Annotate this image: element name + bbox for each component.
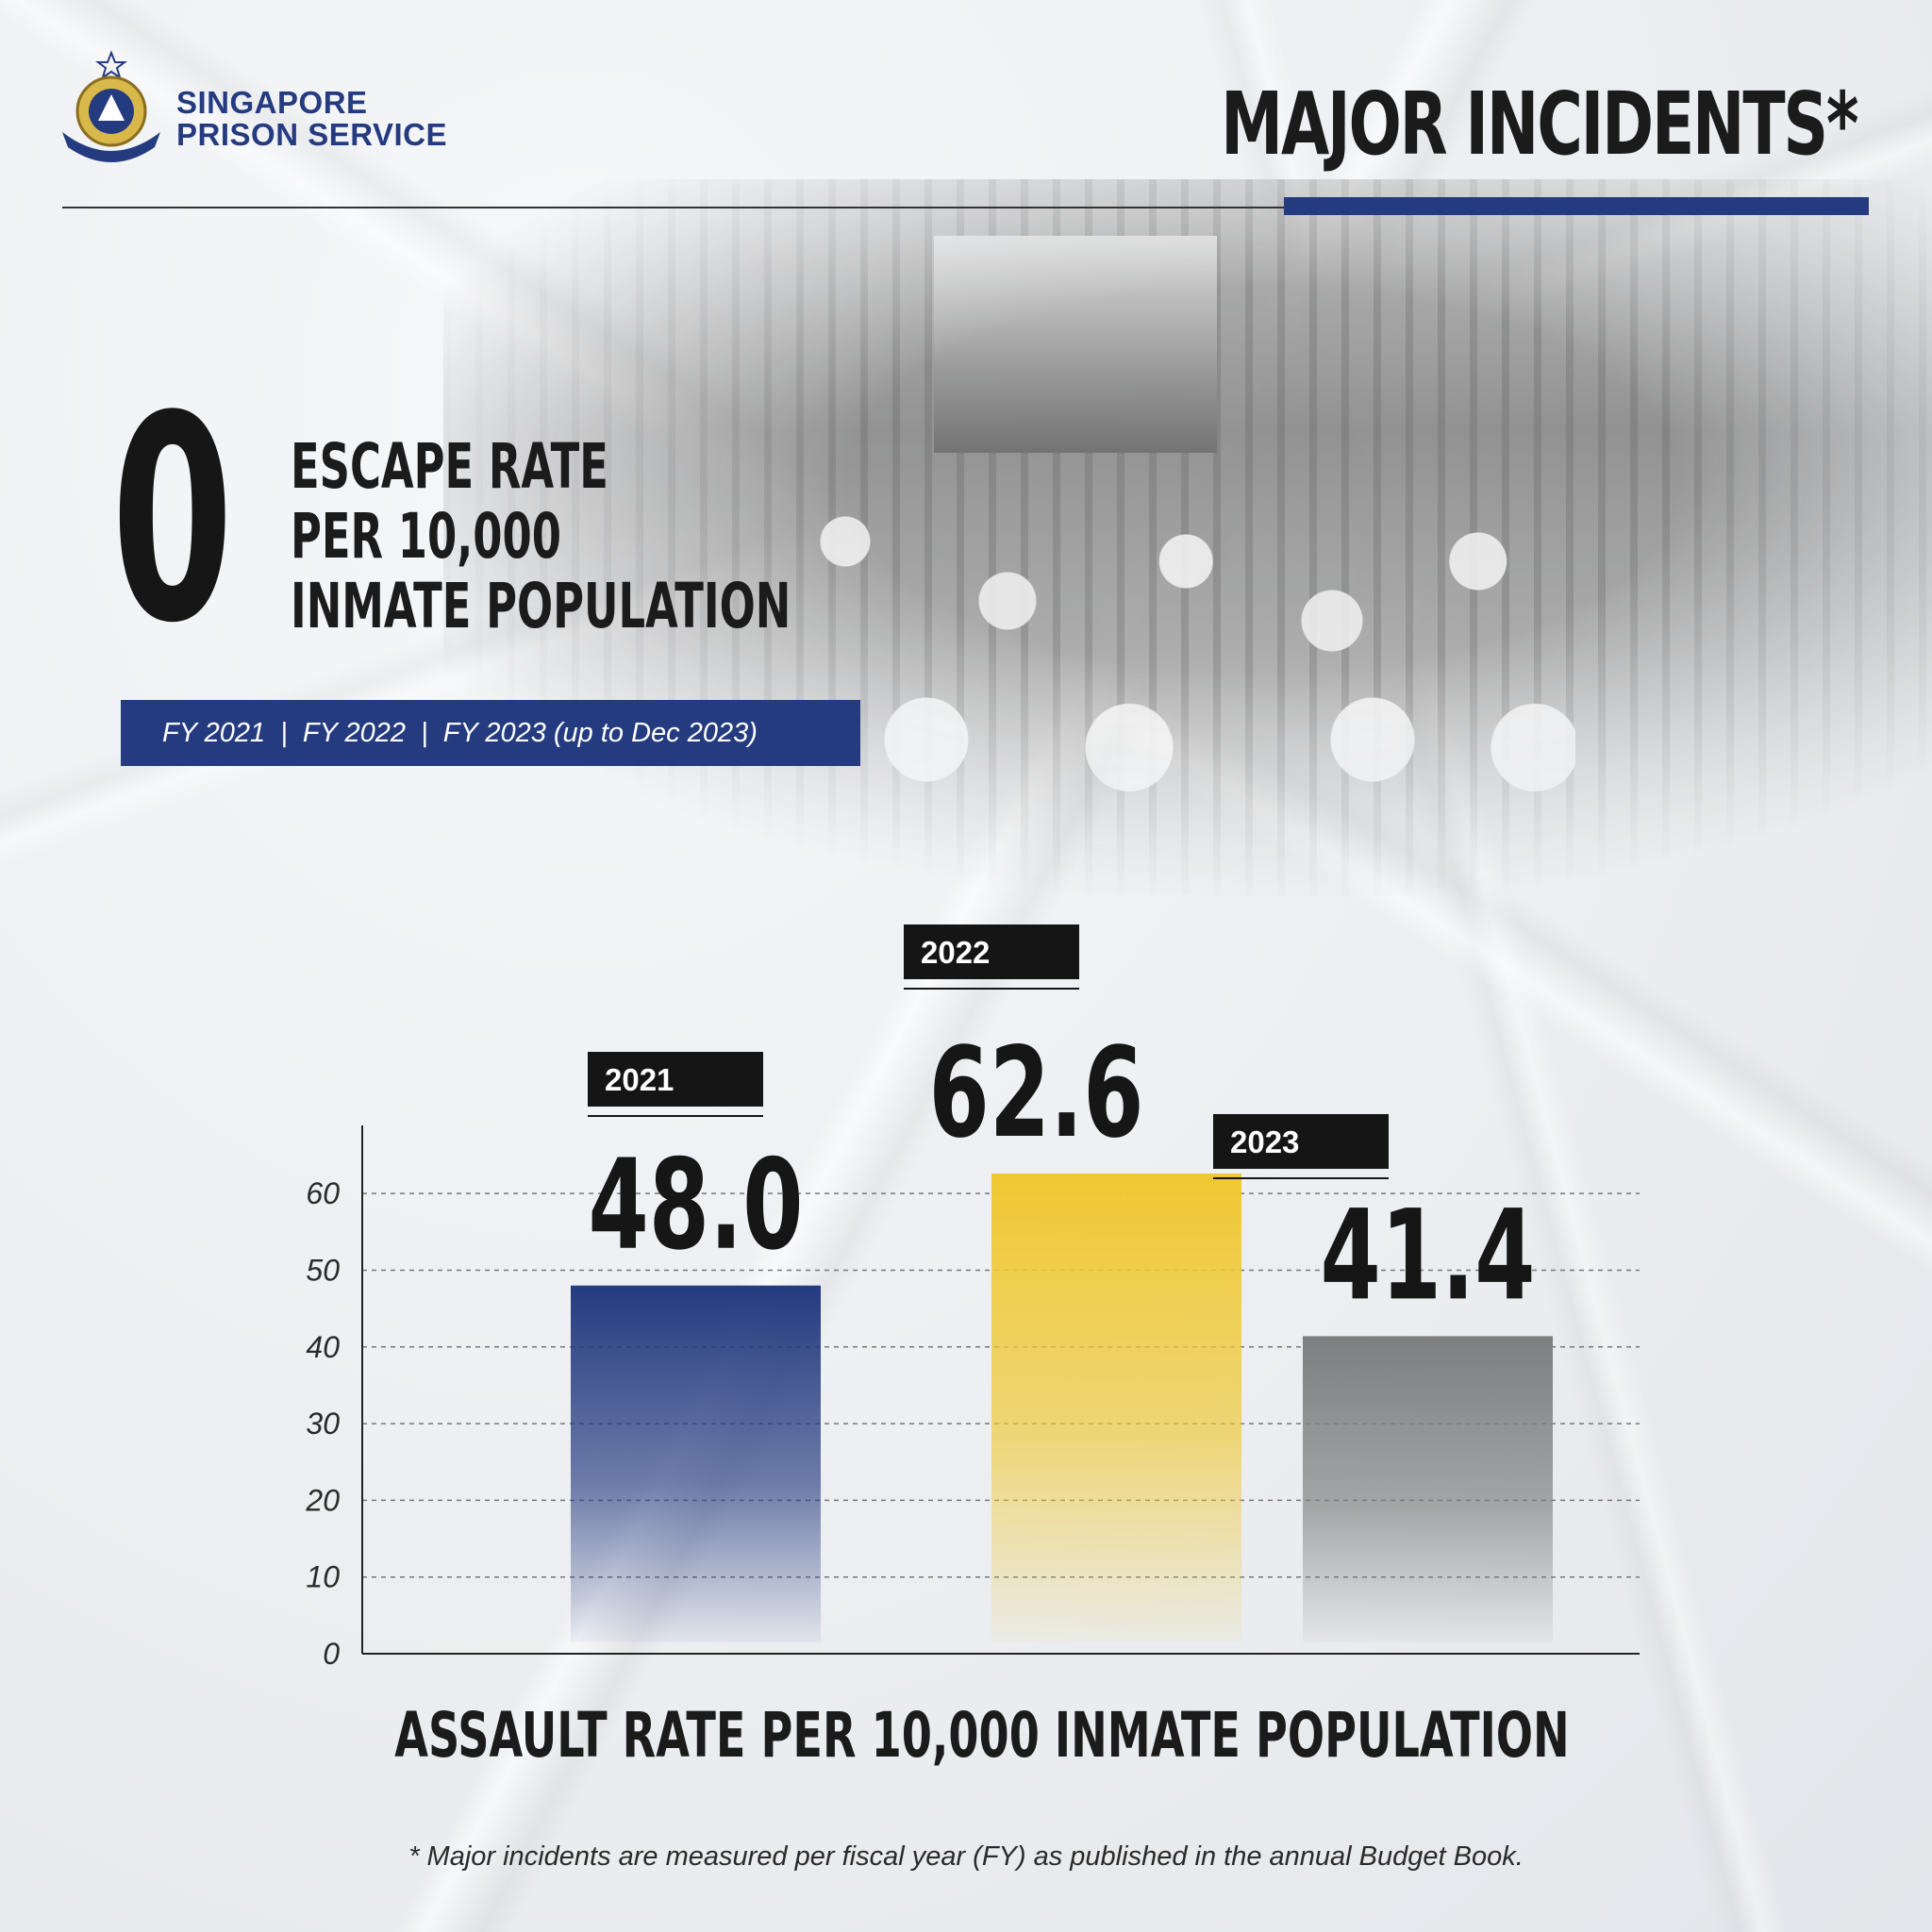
- y-tick-label-20: 20: [305, 1483, 340, 1517]
- title-accent-bar: [1284, 197, 1869, 215]
- bar-2021: [571, 1285, 821, 1642]
- x-axis-title: ASSAULT RATE PER 10,000 INMATE POPULATIO…: [394, 1700, 1569, 1772]
- y-tick-label-30: 30: [306, 1407, 340, 1441]
- escape-rate-label: ESCAPE RATE PER 10,000 INMATE POPULATION: [291, 432, 791, 641]
- footnote: * Major incidents are measured per fisca…: [408, 1841, 1524, 1872]
- category-label-2022: 2022: [921, 935, 990, 970]
- page-title: MAJOR INCIDENTS*: [1220, 74, 1858, 175]
- value-label-2022: 62.6: [929, 1020, 1144, 1165]
- escape-label-line-1: ESCAPE RATE: [291, 430, 608, 503]
- category-label-2023: 2023: [1230, 1124, 1299, 1159]
- org-line-2: PRISON SERVICE: [176, 117, 447, 152]
- y-tick-label-10: 10: [306, 1560, 340, 1594]
- value-label-2021: 48.0: [589, 1132, 804, 1277]
- y-tick-label-40: 40: [306, 1330, 340, 1364]
- inmates-photo: [443, 179, 1932, 896]
- y-tick-label-0: 0: [323, 1637, 340, 1671]
- photo-seated-inmates: [764, 462, 1575, 858]
- escape-label-line-3: INMATE POPULATION: [291, 570, 791, 642]
- bar-2022: [991, 1174, 1241, 1642]
- y-tick-label-60: 60: [306, 1176, 340, 1210]
- bar-2023: [1303, 1336, 1553, 1642]
- value-label-2023: 41.4: [1321, 1183, 1536, 1328]
- org-line-1: SINGAPORE: [176, 85, 368, 120]
- organization-name: SINGAPORE PRISON SERVICE: [176, 87, 447, 151]
- category-label-2021: 2021: [605, 1062, 674, 1097]
- year-tag-2023: [1213, 1114, 1389, 1169]
- year-tag-2021: [588, 1052, 763, 1107]
- photo-corridor: [934, 236, 1217, 453]
- escape-rate-value: 0: [111, 356, 234, 685]
- fiscal-year-banner: FY 2021 | FY 2022 | FY 2023 (up to Dec 2…: [121, 700, 860, 766]
- y-tick-label-50: 50: [306, 1253, 340, 1287]
- escape-label-line-2: PER 10,000: [291, 500, 561, 573]
- year-tag-2022: [904, 924, 1079, 979]
- header-divider: [62, 207, 1289, 208]
- sps-crest-icon: [62, 50, 160, 162]
